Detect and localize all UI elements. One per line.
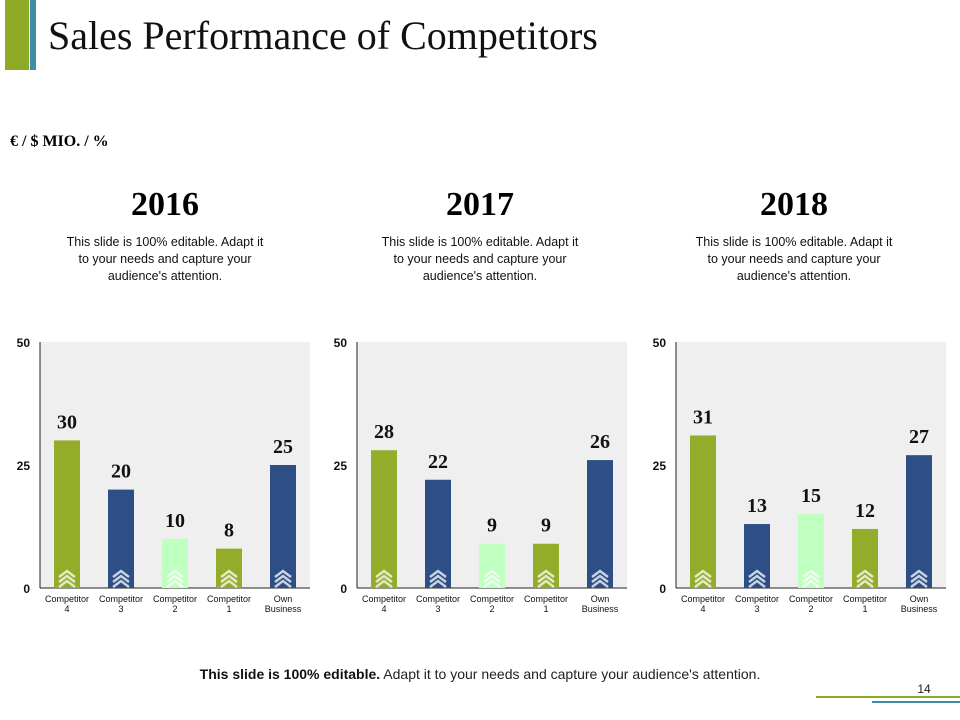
- y-tick-label: 0: [340, 582, 347, 596]
- footer-text: This slide is 100% editable. Adapt it to…: [0, 666, 960, 682]
- year-heading-2018: 2018: [760, 186, 828, 223]
- data-label: 22: [428, 451, 448, 473]
- data-label: 8: [224, 520, 234, 542]
- title-accent-blue: [30, 0, 36, 70]
- slide-title: Sales Performance of Competitors: [48, 13, 598, 58]
- x-tick-label: Competitor 3: [99, 594, 143, 614]
- bar-competitor-3: [108, 489, 134, 588]
- y-tick-label: 50: [334, 336, 348, 350]
- page-number: 14: [917, 682, 931, 696]
- chevron-icon: [58, 569, 76, 588]
- x-tick-label: Competitor 3: [735, 594, 779, 614]
- panel-description-2016: This slide is 100% editable. Adapt it to…: [66, 235, 264, 283]
- chevron-icon: [483, 569, 501, 588]
- bar-own-business: [587, 460, 613, 588]
- chevron-icon: [802, 569, 820, 588]
- x-tick-label: Own Business: [265, 594, 302, 614]
- x-tick-label: Own Business: [582, 594, 619, 614]
- chevron-icon: [537, 569, 555, 588]
- bar-chart-2016: 0 25 50 30 Competitor 4 20 Competitor 3 10 Competi…: [0, 330, 318, 620]
- bar-chart-2017: 0 25 50 28 Competitor 4 22 Competitor 3 9 Competit…: [318, 330, 636, 620]
- bar-competitor-4: [690, 435, 716, 588]
- x-tick-label: Competitor 4: [681, 594, 725, 614]
- footer-bold-text: This slide is 100% editable.: [199, 666, 381, 682]
- y-tick-label: 0: [23, 582, 30, 596]
- data-label: 31: [693, 406, 713, 428]
- page-accent-blue: [872, 701, 960, 703]
- x-tick-label: Competitor 1: [207, 594, 251, 614]
- data-label: 20: [111, 461, 131, 483]
- x-tick-label: Own Business: [901, 594, 938, 614]
- data-label: 27: [909, 426, 929, 448]
- chevron-icon: [910, 569, 928, 588]
- bar-own-business: [270, 465, 296, 588]
- chevron-icon: [274, 569, 292, 588]
- bar-chart-2018: 0 25 50 31 Competitor 4 13 Competitor 3 15 Competi…: [637, 330, 955, 620]
- y-tick-label: 25: [334, 459, 348, 473]
- panel-description-2017: This slide is 100% editable. Adapt it to…: [381, 235, 579, 283]
- x-tick-label: Competitor 2: [470, 594, 514, 614]
- data-label: 30: [57, 411, 77, 433]
- x-tick-label: Competitor 1: [524, 594, 568, 614]
- panel-description-2018: This slide is 100% editable. Adapt it to…: [695, 235, 893, 283]
- bar-competitor-4: [371, 450, 397, 588]
- chevron-icon: [375, 569, 393, 588]
- y-tick-label: 50: [653, 336, 667, 350]
- year-heading-2017: 2017: [446, 186, 514, 223]
- data-label: 13: [747, 495, 767, 517]
- bar-competitor-4: [54, 440, 80, 588]
- x-tick-label: Competitor 4: [45, 594, 89, 614]
- bar-competitor-1: [852, 528, 878, 588]
- data-label: 12: [855, 500, 875, 522]
- x-tick-label: Competitor 4: [362, 594, 406, 614]
- bar-competitor-3: [744, 524, 770, 588]
- x-tick-label: Competitor 2: [153, 594, 197, 614]
- title-accent-green: [5, 0, 29, 70]
- x-tick-label: Competitor 1: [843, 594, 887, 614]
- data-label: 9: [487, 515, 497, 537]
- chevron-icon: [112, 569, 130, 588]
- data-label: 15: [801, 485, 821, 507]
- y-tick-label: 25: [653, 459, 667, 473]
- data-label: 25: [273, 436, 293, 458]
- data-label: 10: [165, 510, 185, 532]
- x-tick-label: Competitor 3: [416, 594, 460, 614]
- x-tick-label: Competitor 2: [789, 594, 833, 614]
- chevron-icon: [591, 569, 609, 588]
- unit-label: € / $ MIO. / %: [10, 133, 109, 150]
- data-label: 9: [541, 515, 551, 537]
- chevron-icon: [856, 569, 874, 588]
- chevron-icon: [694, 569, 712, 588]
- page-accent-green: [816, 696, 960, 698]
- data-label: 26: [590, 431, 610, 453]
- footer-rest-text: Adapt it to your needs and capture your …: [380, 666, 761, 682]
- bar-own-business: [906, 455, 932, 588]
- data-label: 28: [374, 421, 394, 443]
- y-tick-label: 25: [17, 459, 31, 473]
- chevron-icon: [748, 569, 766, 588]
- chevron-icon: [220, 569, 238, 588]
- y-tick-label: 50: [17, 336, 31, 350]
- year-heading-2016: 2016: [131, 186, 199, 223]
- chevron-icon: [429, 569, 447, 588]
- y-tick-label: 0: [659, 582, 666, 596]
- chevron-icon: [166, 569, 184, 588]
